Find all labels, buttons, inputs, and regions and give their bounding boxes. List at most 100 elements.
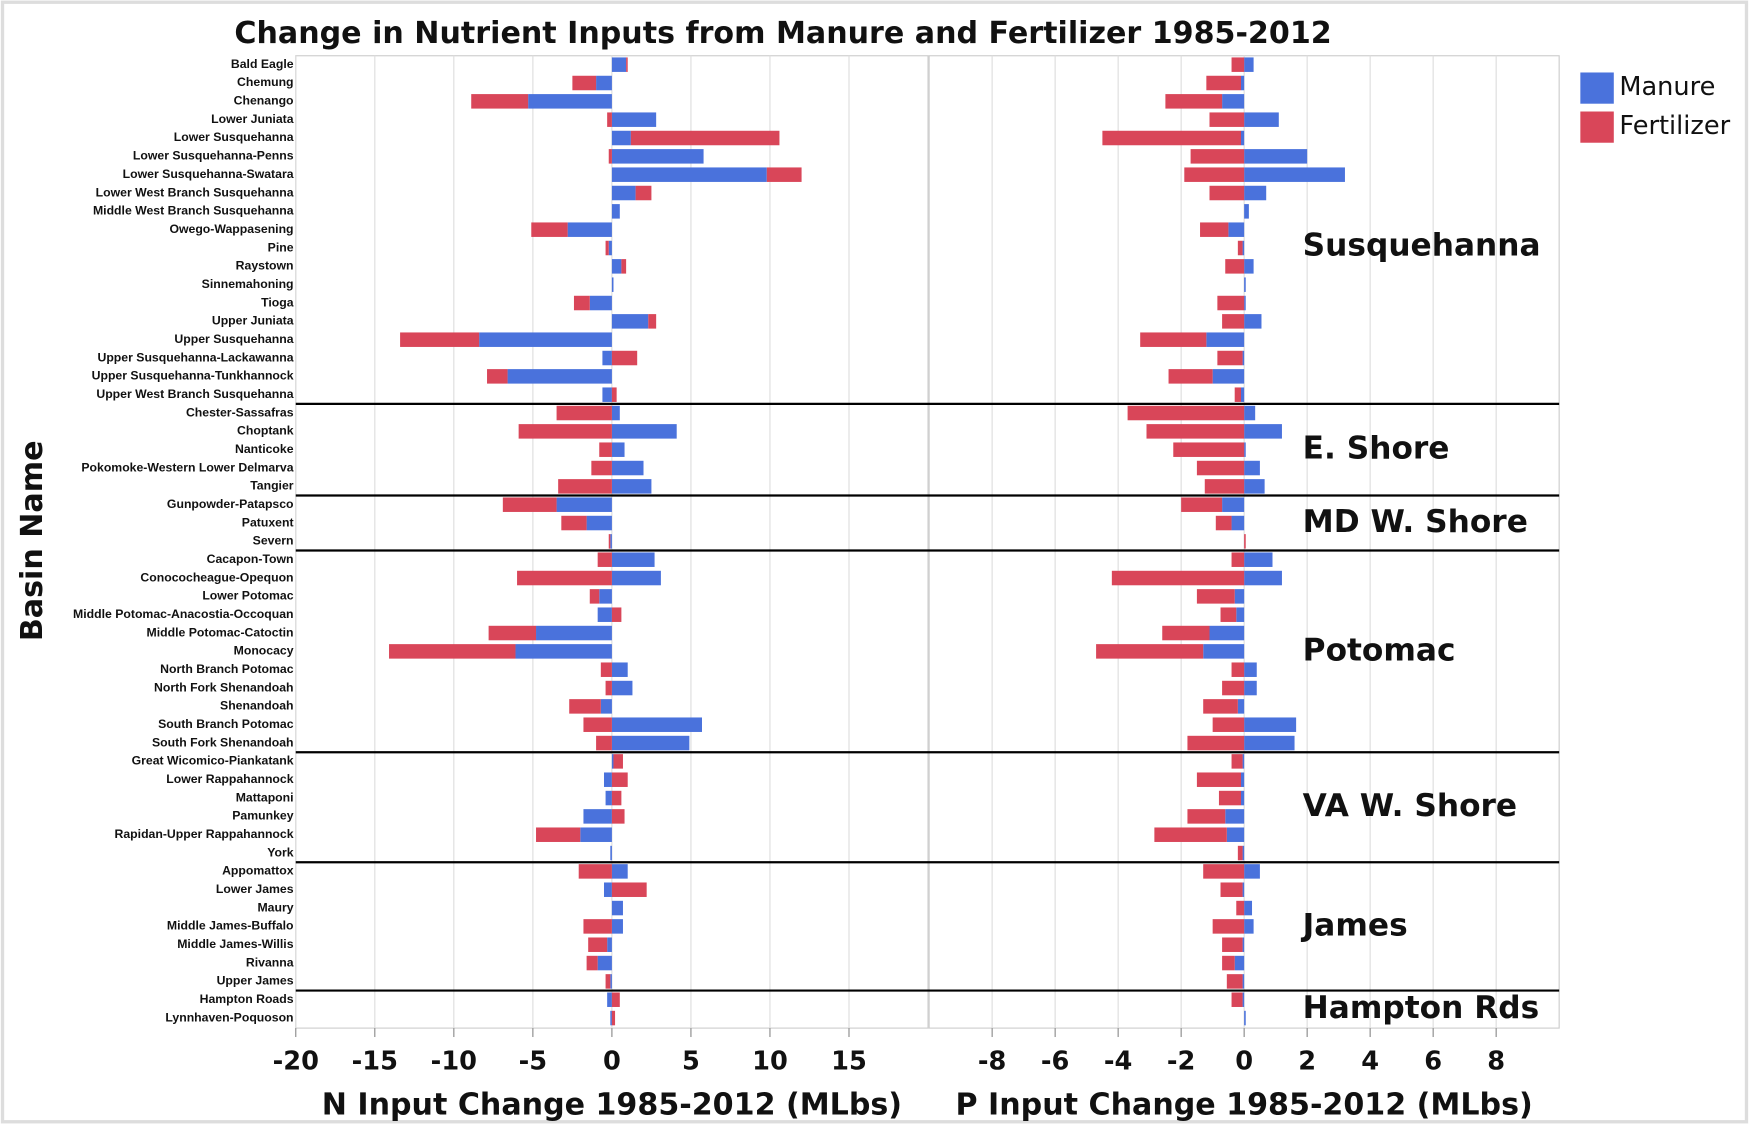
bar-segment bbox=[1204, 479, 1245, 494]
bar-segment bbox=[596, 735, 612, 751]
bar-segment bbox=[648, 314, 657, 329]
category-label: Middle West Branch Susquehanna bbox=[93, 204, 294, 218]
bar-segment bbox=[1154, 827, 1227, 842]
bar-segment bbox=[1244, 185, 1267, 201]
bar-segment bbox=[611, 149, 704, 164]
bar-segment bbox=[1240, 75, 1245, 91]
bar-segment bbox=[1240, 772, 1245, 787]
bar-segment bbox=[1222, 937, 1243, 952]
category-label: Shenandoah bbox=[220, 699, 294, 713]
bar-segment bbox=[1244, 552, 1273, 567]
bar-segment bbox=[1244, 295, 1246, 311]
bar-segment bbox=[556, 497, 612, 512]
bar-segment bbox=[518, 424, 612, 439]
bar-segment bbox=[1234, 589, 1245, 604]
bar-segment bbox=[1244, 570, 1282, 586]
bar-segment bbox=[1225, 809, 1245, 824]
bar-segment bbox=[611, 552, 655, 567]
category-label: Tioga bbox=[261, 295, 294, 309]
bar-segment bbox=[1212, 717, 1245, 732]
bar-segment bbox=[1244, 900, 1253, 916]
bar-segment bbox=[1102, 130, 1241, 146]
bar-segment bbox=[1242, 350, 1245, 366]
bar-segment bbox=[1196, 589, 1235, 604]
x-tick-label: -8 bbox=[978, 1047, 1006, 1077]
bar-segment bbox=[1231, 552, 1245, 567]
bar-segment bbox=[626, 57, 628, 72]
bar-segment bbox=[586, 515, 612, 531]
bar-segment bbox=[605, 240, 609, 256]
bar-segment bbox=[611, 864, 628, 879]
category-label: Middle James-Buffalo bbox=[167, 919, 294, 933]
x-tick-label: -4 bbox=[1104, 1047, 1132, 1077]
bar-segment bbox=[488, 625, 537, 641]
bar-segment bbox=[507, 369, 612, 384]
bar-segment bbox=[1217, 350, 1243, 366]
bar-segment bbox=[605, 974, 611, 989]
bar-segment bbox=[1222, 314, 1245, 329]
bar-segment bbox=[1209, 625, 1245, 641]
bar-segment bbox=[611, 754, 614, 769]
x-tick-label: -10 bbox=[431, 1047, 477, 1077]
group-label: Potomac bbox=[1303, 632, 1456, 668]
group-label: VA W. Shore bbox=[1303, 788, 1517, 824]
bar-segment bbox=[1240, 387, 1245, 402]
bar-segment bbox=[1111, 570, 1245, 586]
bar-segment bbox=[1244, 479, 1265, 494]
group-label: MD W. Shore bbox=[1303, 504, 1528, 540]
bar-segment bbox=[611, 1010, 616, 1026]
bar-segment bbox=[1242, 882, 1245, 897]
bar-segment bbox=[611, 662, 628, 677]
bar-segment bbox=[1187, 735, 1245, 751]
category-label: Pokomoke-Western Lower Delmarva bbox=[81, 460, 293, 474]
category-label: Maury bbox=[257, 900, 293, 914]
bar-segment bbox=[611, 167, 767, 182]
bar-segment bbox=[613, 754, 623, 769]
bar-segment bbox=[602, 350, 612, 366]
bar-segment bbox=[611, 900, 623, 916]
category-label: Conococheague-Opequon bbox=[140, 570, 293, 584]
bar-segment bbox=[611, 57, 627, 72]
category-label: Middle Potomac-Anacostia-Occoquan bbox=[73, 607, 294, 621]
category-label: Bald Eagle bbox=[231, 57, 294, 71]
bar-segment bbox=[1244, 424, 1282, 439]
bar-segment bbox=[610, 534, 612, 549]
bar-segment bbox=[1184, 167, 1245, 182]
bar-segment bbox=[1203, 699, 1238, 714]
bar-segment bbox=[605, 790, 612, 806]
bar-segment bbox=[591, 460, 612, 476]
category-label: Mattaponi bbox=[236, 790, 294, 804]
bar-segment bbox=[611, 424, 677, 439]
category-label: Upper Susquehanna-Tunkhannock bbox=[92, 369, 294, 383]
bar-segment bbox=[630, 130, 780, 146]
category-label: Upper Susquehanna bbox=[174, 332, 293, 346]
bar-segment bbox=[1203, 644, 1245, 659]
bar-segment bbox=[611, 204, 620, 219]
bar-segment bbox=[536, 625, 612, 641]
category-label: Severn bbox=[253, 534, 294, 548]
bar-segment bbox=[611, 405, 620, 421]
legend-label: Fertilizer bbox=[1619, 111, 1730, 141]
bar-segment bbox=[1231, 515, 1245, 531]
bar-segment bbox=[607, 112, 612, 127]
x-tick-label: 15 bbox=[831, 1047, 867, 1077]
category-label: North Branch Potomac bbox=[160, 662, 294, 676]
group-label: James bbox=[1301, 907, 1408, 943]
bar-segment bbox=[611, 809, 625, 824]
category-label: Gunpowder-Patapsco bbox=[167, 497, 294, 511]
bar-segment bbox=[600, 662, 612, 677]
bar-segment bbox=[1244, 864, 1260, 879]
bar-segment bbox=[1244, 57, 1254, 72]
bar-segment bbox=[517, 570, 612, 586]
category-label: Lower Rappahannock bbox=[166, 772, 293, 786]
bar-segment bbox=[1242, 754, 1245, 769]
bar-segment bbox=[1215, 515, 1232, 531]
bar-segment bbox=[572, 75, 597, 91]
bar-segment bbox=[1212, 919, 1245, 934]
bar-segment bbox=[583, 717, 612, 732]
bar-segment bbox=[605, 680, 612, 696]
category-label: Upper Juniata bbox=[212, 314, 294, 328]
bar-segment bbox=[502, 497, 557, 512]
